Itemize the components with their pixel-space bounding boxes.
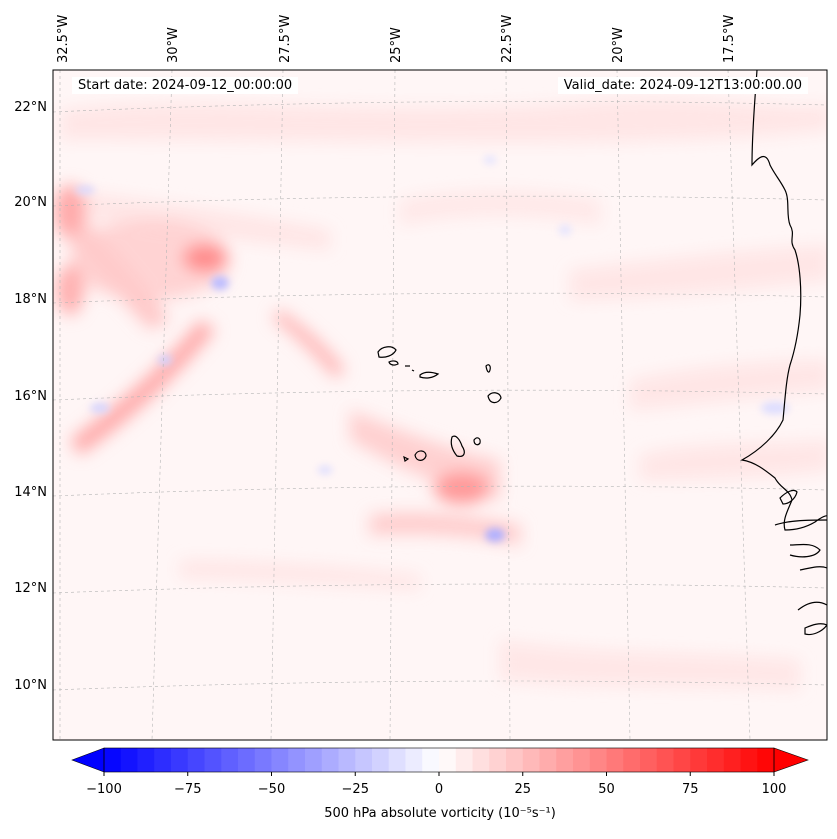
lon-label: 20°W (611, 27, 626, 63)
lon-label: 22.5°W (500, 15, 515, 63)
colorbar-segment (154, 748, 172, 772)
colorbar-segment (472, 748, 490, 772)
colorbar-title: 500 hPa absolute vorticity (10⁻⁵s⁻¹) (324, 806, 556, 821)
island-boa-vista (487, 392, 502, 404)
cape-verde-islands (377, 346, 502, 462)
africa-coastline (740, 70, 827, 636)
colorbar-tick-label: −75 (174, 782, 201, 797)
colorbar-segment (254, 748, 273, 772)
colorbar-max-extend-arrow (773, 747, 809, 773)
colorbar-segment (723, 748, 742, 772)
latitude-labels: 22°N 20°N 18°N 16°N 14°N 12°N 10°N (14, 100, 47, 693)
colorbar-segment (204, 748, 222, 772)
colorbar-segment (372, 748, 390, 772)
colorbar-segment (757, 748, 775, 772)
graticule (53, 70, 827, 740)
colorbar-segment (355, 748, 373, 772)
colorbar-tick-label: −25 (342, 782, 369, 797)
colorbar-segment (556, 748, 574, 772)
colorbar-segment (489, 748, 507, 772)
colorbar-segment (573, 748, 591, 772)
colorbar-tick-label: 25 (514, 782, 531, 797)
vorticity-field (53, 70, 827, 740)
map-frame (52, 69, 828, 741)
colorbar-segment (120, 748, 139, 772)
colorbar-segment (522, 748, 541, 772)
colorbar-segments (104, 748, 775, 772)
colorbar-segment (740, 748, 758, 772)
lat-label: 12°N (14, 581, 47, 596)
island-ilheu (411, 369, 415, 372)
lat-label: 22°N (14, 100, 47, 115)
island-sal (485, 364, 491, 373)
lat-label: 10°N (14, 678, 47, 693)
island-brava (403, 455, 410, 462)
colorbar-segment (506, 748, 524, 772)
colorbar-segment (187, 748, 206, 772)
colorbar-tick-label: 50 (598, 782, 615, 797)
colorbar-segment (539, 748, 557, 772)
colorbar-segment (388, 748, 407, 772)
longitude-labels: 32.5°W 30°W 27.5°W 25°W 22.5°W 20°W 17.5… (56, 15, 737, 63)
colorbar-min-extend-arrow (71, 747, 105, 773)
lat-label: 18°N (14, 292, 47, 307)
lon-label: 30°W (166, 27, 181, 63)
colorbar-tick-labels: −100 −75 −50 −25 0 25 50 75 100 (86, 782, 786, 797)
colorbar-segment (707, 748, 725, 772)
island-santiago (450, 435, 465, 457)
colorbar-segment (656, 748, 675, 772)
colorbar-tick-label: 75 (682, 782, 699, 797)
colorbar-segment (238, 748, 256, 772)
colorbar-segment (271, 748, 289, 772)
island-sao-vicente (388, 360, 399, 366)
colorbar-segment (673, 748, 691, 772)
colorbar-segment (589, 748, 608, 772)
colorbar-tick-label: 100 (762, 782, 787, 797)
lon-label: 17.5°W (722, 15, 737, 63)
lon-label: 32.5°W (56, 15, 71, 63)
lat-label: 20°N (14, 195, 47, 210)
colorbar-segment (288, 748, 306, 772)
island-santo-antao (377, 346, 397, 358)
colorbar-segment (422, 748, 440, 772)
colorbar-segment (171, 748, 189, 772)
colorbar-segment (321, 748, 340, 772)
colorbar-segment (455, 748, 474, 772)
start-date-label: Start date: 2024-09-12_00:00:00 (72, 77, 299, 94)
colorbar-segment (137, 748, 155, 772)
colorbar-segment (640, 748, 658, 772)
lat-label: 14°N (14, 485, 47, 500)
island-sao-nicolau (419, 371, 440, 379)
colorbar-tick-label: −100 (86, 782, 122, 797)
island-fogo (414, 450, 427, 461)
colorbar-segment (606, 748, 624, 772)
colorbar-segment (104, 748, 122, 772)
lat-label: 16°N (14, 389, 47, 404)
colorbar-ticks (103, 772, 775, 776)
colorbar-segment (221, 748, 239, 772)
colorbar-tick-label: 0 (435, 782, 443, 797)
lon-label: 25°W (389, 27, 404, 63)
valid-date-label: Valid_date: 2024-09-12T13:00:00.00 (557, 77, 808, 94)
colorbar-segment (405, 748, 423, 772)
colorbar-segment (338, 748, 356, 772)
colorbar: −100 −75 −50 −25 0 25 50 75 100 (71, 747, 809, 797)
colorbar-segment (305, 748, 323, 772)
colorbar-segment (439, 748, 457, 772)
colorbar-segment (690, 748, 708, 772)
lon-label: 27.5°W (278, 15, 293, 63)
colorbar-tick-label: −50 (258, 782, 285, 797)
colorbar-segment (623, 748, 641, 772)
island-maio (473, 437, 481, 446)
